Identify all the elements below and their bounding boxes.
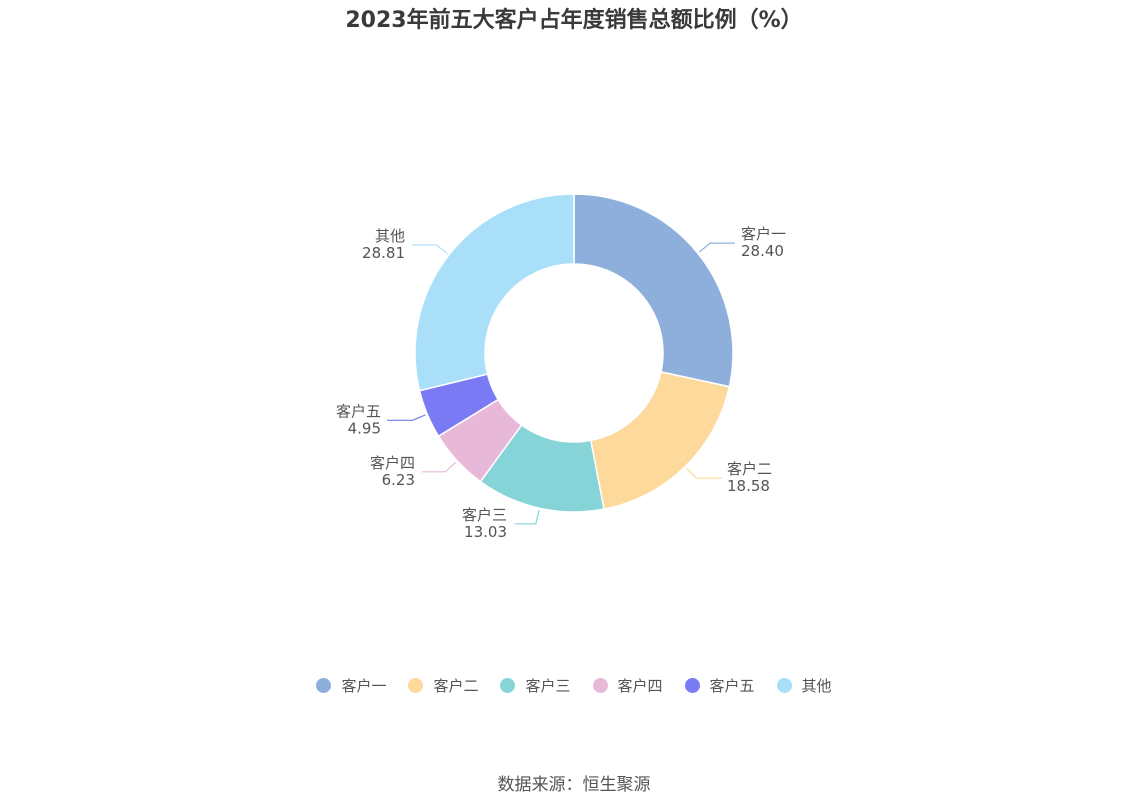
chart-legend: 客户一 客户二 客户三 客户四 客户五 其他 bbox=[0, 675, 1148, 696]
slice-value-2: 18.58 bbox=[727, 477, 770, 495]
leader-line-4 bbox=[422, 461, 457, 473]
leader-line-1 bbox=[698, 242, 735, 253]
legend-label: 客户五 bbox=[709, 677, 755, 695]
pie-slice-2[interactable] bbox=[589, 370, 731, 511]
legend-label: 客户四 bbox=[617, 677, 663, 695]
legend-dot-icon bbox=[776, 678, 792, 693]
pie-slice-1[interactable] bbox=[573, 193, 734, 388]
legend-item-4[interactable]: 客户四 bbox=[592, 675, 663, 696]
leader-line-5 bbox=[387, 414, 426, 421]
data-source: 数据来源：恒生聚源 bbox=[497, 775, 651, 795]
slice-label-5: 客户五 bbox=[336, 402, 381, 420]
slice-value-5: 4.95 bbox=[348, 419, 381, 437]
slice-value-4: 6.23 bbox=[382, 471, 415, 489]
chart-title: 2023年前五大客户占年度销售总额比例（%） bbox=[345, 8, 803, 33]
leader-line-6 bbox=[412, 244, 448, 255]
legend-label: 客户三 bbox=[525, 677, 571, 695]
pie-slice-6[interactable] bbox=[414, 193, 575, 392]
slice-value-1: 28.40 bbox=[741, 242, 784, 260]
legend-dot-icon bbox=[684, 678, 700, 693]
slice-label-3: 客户三 bbox=[462, 506, 507, 524]
legend-item-2[interactable]: 客户二 bbox=[408, 675, 478, 696]
legend-dot-icon bbox=[316, 678, 332, 693]
legend-item-1[interactable]: 客户一 bbox=[316, 675, 386, 696]
legend-dot-icon bbox=[500, 678, 516, 693]
slice-label-6: 其他 bbox=[375, 227, 405, 245]
legend-dot-icon bbox=[592, 678, 608, 693]
legend-label: 其他 bbox=[801, 677, 832, 695]
slice-label-4: 客户四 bbox=[370, 454, 415, 472]
legend-item-6[interactable]: 其他 bbox=[776, 675, 832, 696]
leader-line-3 bbox=[515, 510, 540, 525]
slice-label-2: 客户二 bbox=[727, 460, 772, 478]
slice-value-6: 28.81 bbox=[362, 244, 405, 262]
slice-label-1: 客户一 bbox=[741, 225, 786, 243]
legend-dot-icon bbox=[408, 678, 424, 693]
legend-item-5[interactable]: 客户五 bbox=[684, 675, 755, 696]
legend-item-3[interactable]: 客户三 bbox=[500, 675, 571, 696]
legend-label: 客户二 bbox=[433, 677, 479, 695]
leader-line-2 bbox=[686, 467, 722, 479]
legend-label: 客户一 bbox=[341, 677, 387, 695]
slice-value-3: 13.03 bbox=[464, 523, 507, 541]
